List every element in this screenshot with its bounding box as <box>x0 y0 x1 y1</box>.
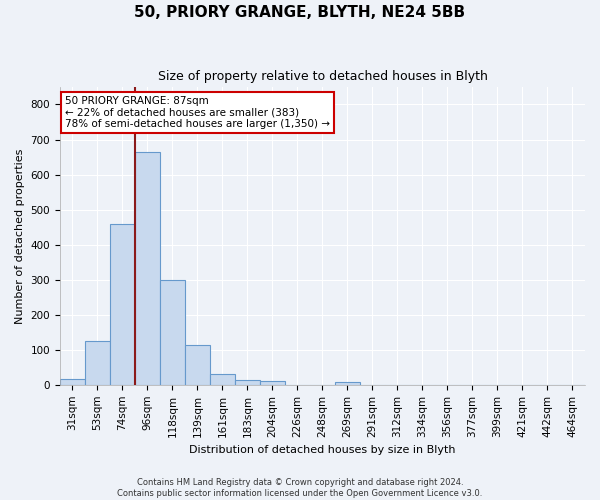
Text: 50 PRIORY GRANGE: 87sqm
← 22% of detached houses are smaller (383)
78% of semi-d: 50 PRIORY GRANGE: 87sqm ← 22% of detache… <box>65 96 330 129</box>
Text: 50, PRIORY GRANGE, BLYTH, NE24 5BB: 50, PRIORY GRANGE, BLYTH, NE24 5BB <box>134 5 466 20</box>
Title: Size of property relative to detached houses in Blyth: Size of property relative to detached ho… <box>158 70 487 83</box>
Text: Contains HM Land Registry data © Crown copyright and database right 2024.
Contai: Contains HM Land Registry data © Crown c… <box>118 478 482 498</box>
Bar <box>335 382 360 385</box>
Bar <box>135 152 160 385</box>
Y-axis label: Number of detached properties: Number of detached properties <box>15 148 25 324</box>
Bar <box>185 344 210 385</box>
Bar <box>160 280 185 385</box>
Bar <box>85 341 110 385</box>
Bar <box>260 382 285 385</box>
X-axis label: Distribution of detached houses by size in Blyth: Distribution of detached houses by size … <box>189 445 456 455</box>
Bar <box>235 380 260 385</box>
Bar <box>60 378 85 385</box>
Bar <box>210 374 235 385</box>
Bar <box>110 224 135 385</box>
